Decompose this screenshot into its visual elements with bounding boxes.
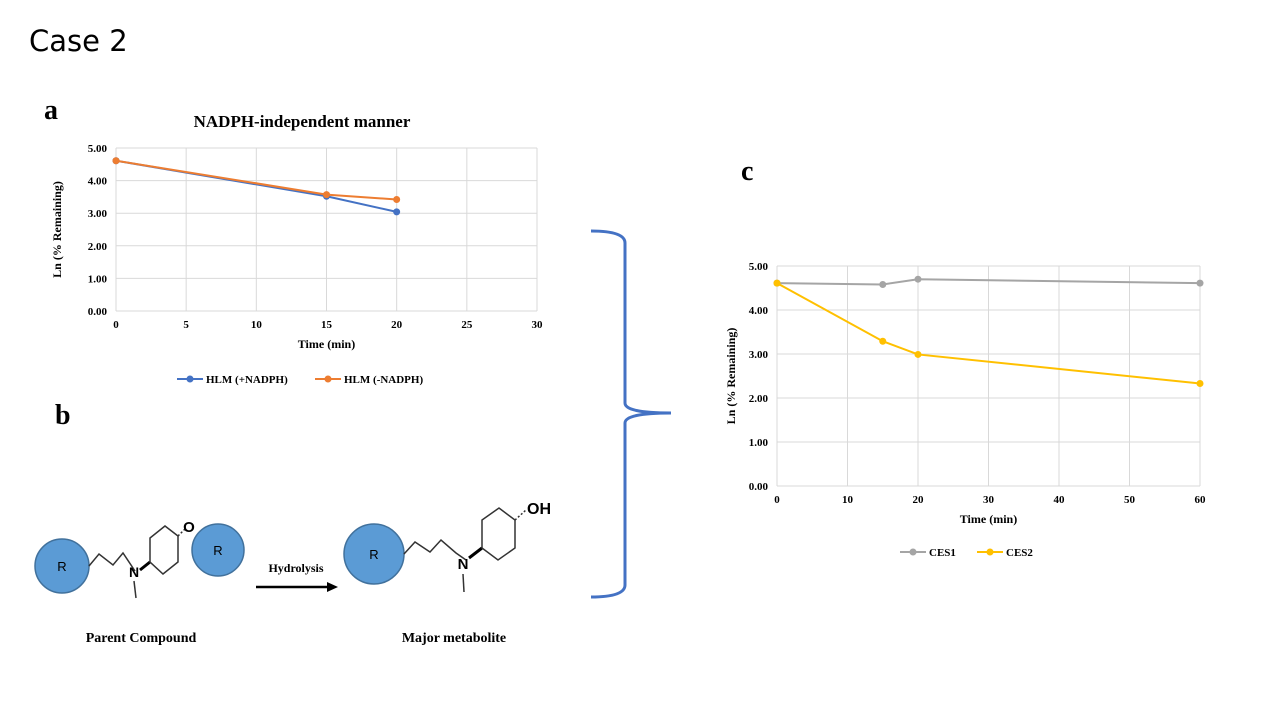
propyl-linker: [403, 538, 467, 561]
y-tick-label: 5.00: [88, 143, 108, 155]
legend-item: CES1: [900, 547, 956, 559]
y-axis-label: Ln (% Remaining): [724, 328, 738, 425]
r-group-label: R: [369, 547, 378, 562]
hydroxyl-label: OH: [527, 501, 551, 518]
y-axis-label: Ln (% Remaining): [50, 181, 64, 278]
y-tick-label: 0.00: [749, 481, 769, 493]
legend-item: CES2: [977, 547, 1033, 559]
x-tick-label: 15: [321, 319, 333, 331]
x-tick-label: 30: [532, 319, 544, 331]
legend-item: HLM (+NADPH): [177, 374, 288, 386]
legend-label: HLM (+NADPH): [206, 374, 288, 386]
data-point: [393, 196, 401, 204]
x-tick-label: 20: [391, 319, 403, 331]
chart-a: NADPH-independent manner 0.00 1.00 2.00 3.00…: [50, 112, 544, 386]
y-tick-label: 0.00: [88, 306, 108, 318]
cyclohexane-ring: [149, 525, 179, 575]
r-group-label: R: [213, 543, 222, 558]
legend-marker: [909, 548, 917, 556]
x-tick-label: 25: [461, 319, 473, 331]
legend-label: HLM (-NADPH): [344, 374, 423, 386]
propyl-linker: [88, 551, 136, 572]
cyclohexane-ring: [481, 507, 516, 561]
legend-label: CES2: [1006, 547, 1033, 559]
nitrogen-label: N: [129, 564, 139, 580]
x-tick-label: 60: [1195, 494, 1207, 506]
legend-marker: [186, 375, 194, 383]
data-point: [773, 279, 781, 287]
x-tick-label: 20: [913, 494, 925, 506]
oxygen-label: O: [183, 519, 195, 536]
parent-compound-structure: R N O R: [34, 519, 245, 599]
x-tick-label: 10: [251, 319, 263, 331]
nitrogen-label: N: [458, 556, 469, 573]
y-tick-label: 1.00: [88, 273, 108, 285]
panel-label-c: c: [741, 156, 754, 187]
data-point: [879, 337, 887, 345]
legend-label: CES1: [929, 547, 956, 559]
series-line: [776, 278, 1201, 286]
panel-label-b: b: [55, 400, 71, 431]
reaction-arrow: Hydrolysis: [256, 561, 338, 592]
data-point: [1196, 279, 1204, 287]
y-tick-label: 5.00: [749, 261, 769, 273]
x-tick-label: 40: [1054, 494, 1066, 506]
hydrolysis-scheme: R N O R Hydrolysis R N OH Parent Compoun…: [34, 501, 551, 646]
data-point: [112, 157, 120, 165]
y-tick-label: 3.00: [749, 349, 769, 361]
data-point: [393, 208, 401, 216]
x-tick-label: 30: [983, 494, 995, 506]
major-metabolite-label: Major metabolite: [402, 631, 506, 646]
hydrolysis-label: Hydrolysis: [268, 561, 323, 575]
legend-marker: [324, 375, 332, 383]
data-point: [323, 191, 330, 199]
x-tick-label: 0: [774, 494, 780, 506]
x-tick-label: 10: [842, 494, 854, 506]
x-axis-label: Time (min): [960, 512, 1017, 526]
r-group-label: R: [57, 559, 66, 574]
chart-title: NADPH-independent manner: [194, 112, 411, 131]
y-tick-label: 1.00: [749, 437, 769, 449]
y-tick-label: 2.00: [88, 241, 108, 253]
data-point: [914, 275, 922, 283]
x-tick-label: 0: [113, 319, 119, 331]
data-point: [1196, 379, 1204, 387]
x-tick-label: 50: [1124, 494, 1136, 506]
slide-title: Case 2: [29, 24, 128, 58]
legend-item: HLM (-NADPH): [315, 374, 423, 386]
panel-label-a: a: [44, 95, 58, 126]
r-group-circle-right: [191, 523, 245, 577]
curly-bracket: [590, 229, 672, 599]
y-tick-label: 2.00: [749, 393, 769, 405]
chart-c: 0.00 1.00 2.00 3.00 4.00 5.00 0 10 20 30 40 50 60 Tim…: [724, 261, 1207, 559]
y-tick-label: 4.00: [88, 176, 108, 188]
x-tick-label: 5: [183, 319, 189, 331]
legend-marker: [986, 548, 994, 556]
data-point: [879, 280, 887, 288]
series-line: [776, 282, 1201, 385]
metabolite-structure: R N OH: [343, 501, 551, 593]
y-tick-label: 3.00: [88, 208, 108, 220]
data-point: [914, 350, 922, 358]
y-tick-label: 4.00: [749, 305, 769, 317]
parent-compound-label: Parent Compound: [86, 631, 197, 646]
x-axis-label: Time (min): [298, 337, 355, 351]
